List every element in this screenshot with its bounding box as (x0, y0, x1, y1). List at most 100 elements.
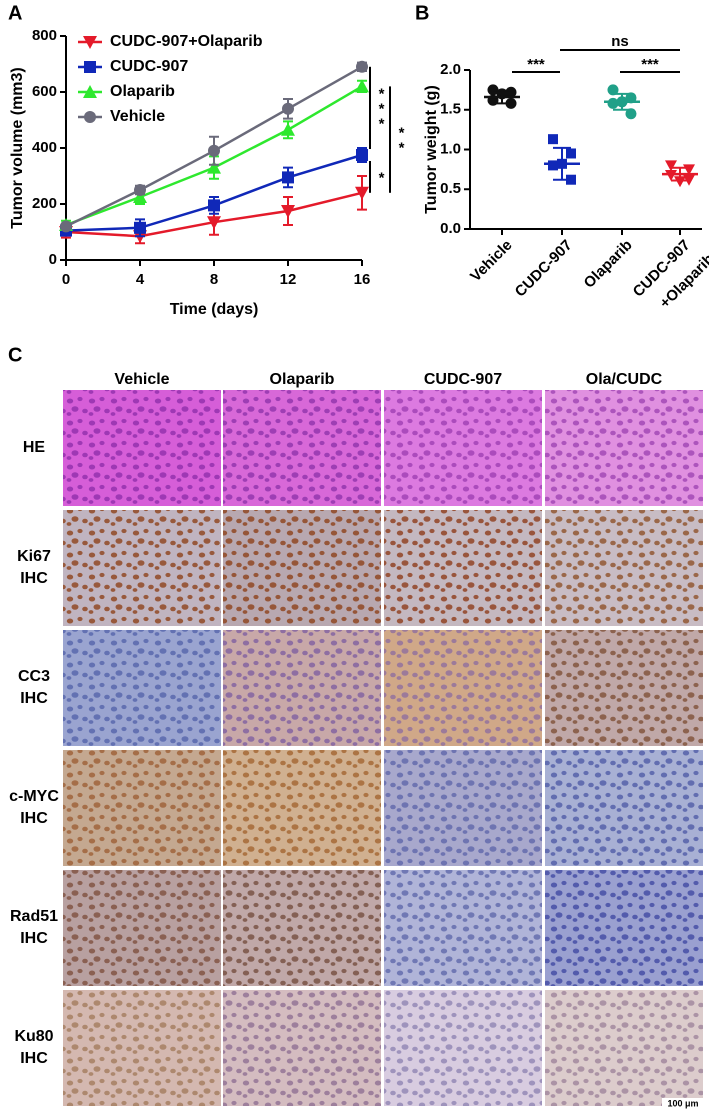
micrograph (384, 990, 542, 1106)
data-point (548, 134, 558, 145)
micrograph (384, 870, 542, 986)
column-header: Vehicle (114, 371, 169, 388)
scale-bar-label: 100 μm (667, 1098, 698, 1108)
legend-label: Olaparib (110, 83, 175, 100)
micrograph (63, 630, 221, 746)
micrograph (63, 990, 221, 1106)
micrograph (223, 390, 381, 506)
panel-label: B (415, 2, 429, 24)
x-tick-label: 4 (136, 271, 145, 288)
micrograph (63, 750, 221, 866)
significance-label: ** (393, 125, 410, 155)
x-tick-label: 16 (354, 271, 371, 288)
sd-bar (671, 166, 689, 182)
panel-label: A (8, 2, 22, 24)
micrograph (63, 390, 221, 506)
y-axis-label: Tumor volume (mm3) (9, 67, 26, 229)
data-point (607, 84, 619, 96)
marker (134, 184, 146, 196)
significance-label: * (373, 169, 390, 184)
marker (207, 160, 221, 174)
y-tick-label: 1.0 (440, 140, 461, 157)
marker (83, 85, 97, 98)
x-tick-label: 0 (62, 271, 70, 288)
micrograph (545, 990, 703, 1106)
sd-bar (553, 146, 571, 181)
micrograph (223, 750, 381, 866)
y-axis-label: Tumor weight (g) (423, 85, 440, 214)
micrograph (63, 870, 221, 986)
x-tick-label: CUDC-907 (512, 237, 576, 301)
data-point (548, 160, 558, 171)
x-tick-label: Vehicle (467, 237, 516, 286)
y-tick-label: 2.0 (440, 61, 461, 78)
marker (207, 216, 221, 230)
row-label: Ku80 (14, 1028, 53, 1045)
row-label: c-MYC (9, 788, 59, 805)
data-point (505, 86, 517, 98)
row-label: IHC (20, 570, 48, 587)
significance-label: ns (611, 33, 629, 50)
row-label: IHC (20, 690, 48, 707)
micrograph (63, 510, 221, 626)
legend-label: CUDC-907 (110, 58, 188, 75)
row-label: IHC (20, 930, 48, 947)
column-header: CUDC-907 (424, 371, 502, 388)
row-label: IHC (20, 810, 48, 827)
marker (84, 111, 96, 123)
micrograph (223, 990, 381, 1106)
marker (60, 220, 72, 233)
marker (83, 36, 97, 49)
significance-label: *** (373, 85, 390, 130)
data-point (665, 160, 677, 172)
micrograph (545, 870, 703, 986)
marker (356, 60, 368, 73)
micrograph (384, 630, 542, 746)
row-label: IHC (20, 1050, 48, 1067)
legend-label: Vehicle (110, 108, 165, 125)
marker (282, 102, 294, 115)
row-label: CC3 (18, 668, 50, 685)
data-point (625, 108, 637, 120)
marker (355, 79, 369, 93)
x-tick-label: 12 (280, 271, 297, 288)
y-tick-label: 400 (32, 139, 57, 156)
x-axis-label: Time (days) (170, 301, 259, 318)
micrograph (545, 390, 703, 506)
marker (208, 199, 220, 212)
y-tick-label: 800 (32, 27, 57, 44)
column-header: Olaparib (270, 371, 335, 388)
marker (282, 171, 294, 184)
micrograph (545, 630, 703, 746)
row-label: HE (23, 439, 46, 456)
micrograph (384, 510, 542, 626)
marker (134, 221, 146, 234)
micrograph (223, 630, 381, 746)
data-point (674, 176, 686, 188)
marker (281, 205, 295, 218)
scale-bar-bg (662, 1098, 704, 1110)
data-point (665, 169, 677, 181)
micrograph (545, 510, 703, 626)
data-point (566, 148, 576, 159)
legend-label: CUDC-907+Olaparib (110, 33, 263, 50)
micrograph (545, 750, 703, 866)
marker (281, 122, 295, 136)
y-tick-label: 0.0 (440, 220, 461, 237)
micrograph (223, 510, 381, 626)
x-tick-label: Olaparib (581, 237, 636, 292)
significance-label: *** (641, 56, 659, 73)
significance-label: *** (527, 56, 545, 73)
y-tick-label: 0.5 (440, 180, 461, 197)
column-header: Ola/CUDC (586, 371, 663, 388)
y-tick-label: 600 (32, 83, 57, 100)
y-tick-label: 0 (49, 251, 57, 268)
micrograph (384, 750, 542, 866)
marker (355, 186, 369, 200)
marker (133, 190, 147, 203)
sd-bar (493, 89, 511, 105)
micrograph (384, 390, 542, 506)
panel-label: C (8, 344, 22, 366)
marker (356, 149, 368, 161)
x-tick-label: 8 (210, 271, 218, 288)
